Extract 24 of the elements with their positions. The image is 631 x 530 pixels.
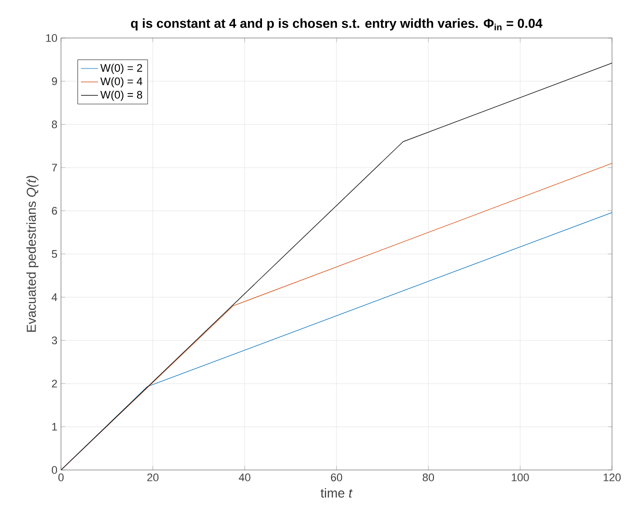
y-tick-label: 6 (52, 206, 58, 215)
legend-label: W(0) = 2 (100, 64, 142, 74)
x-tick-label: 80 (422, 474, 434, 482)
x-tick-label: 100 (512, 474, 529, 482)
y-tick-label: 3 (52, 336, 58, 344)
y-tick-label: 2 (52, 380, 57, 388)
chart-title: q is constant at 4 and p is chosen s.t. entry width varies. Φ$_{in}$ = 0.04 (131, 18, 542, 30)
y-axis-title: Evacuated pedestrians Q(t) (26, 176, 38, 332)
legend-label: W(0) = 4 (100, 77, 142, 88)
y-tick-label: 1 (52, 423, 57, 431)
legend-label: W(0) = 8 (100, 90, 142, 101)
x-tick-label: 40 (238, 474, 250, 482)
y-tick-label: 4 (52, 293, 58, 301)
y-tick-label: 8 (52, 120, 58, 128)
y-tick-label: 5 (52, 250, 58, 258)
x-tick-label: 0 (58, 474, 64, 482)
x-tick-label: 60 (330, 474, 342, 482)
x-tick-label: 20 (147, 474, 158, 482)
x-tick-label: 120 (604, 474, 621, 482)
x-axis-title: time t (320, 488, 353, 498)
y-tick-label: 7 (52, 164, 57, 172)
y-tick-label: 9 (52, 77, 57, 86)
y-tick-label: 0 (52, 466, 58, 474)
y-tick-label: 10 (46, 34, 58, 42)
